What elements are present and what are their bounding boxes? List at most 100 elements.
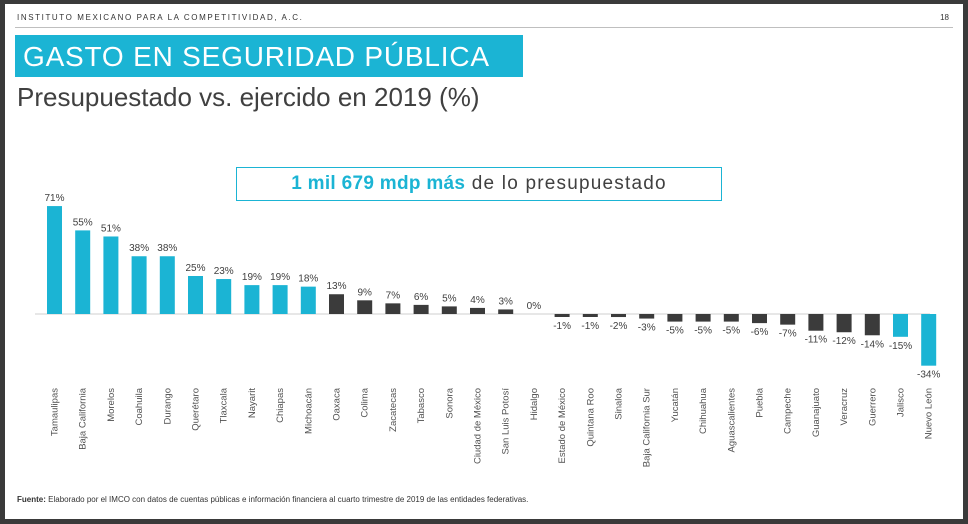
category-label: Michoacán xyxy=(303,388,314,434)
bar-chart: 71% Tamaulipas 55% Baja California 51% Morelo… xyxy=(35,193,940,467)
data-label: 38% xyxy=(157,243,177,254)
header-divider xyxy=(15,27,953,28)
data-label: 9% xyxy=(357,287,372,298)
bar xyxy=(695,314,711,322)
callout-box: 1 mil 679 mdp más de lo presupuestado xyxy=(236,167,722,201)
category-label: Coahuila xyxy=(134,387,145,425)
bar xyxy=(893,314,908,337)
category-label: Guanajuato xyxy=(811,388,822,437)
category-label: Jalisco xyxy=(896,388,907,417)
title-band: GASTO EN SEGURIDAD PÚBLICA xyxy=(15,35,523,77)
footer-label: Fuente: xyxy=(17,495,46,504)
bar xyxy=(413,304,429,314)
data-label: -1% xyxy=(581,321,599,332)
bar xyxy=(582,314,598,317)
data-label: 55% xyxy=(73,217,93,228)
bar xyxy=(385,303,401,314)
data-label: -5% xyxy=(666,326,684,337)
category-label: Quintana Roo xyxy=(585,388,596,447)
data-label: 38% xyxy=(129,243,149,254)
data-label: -5% xyxy=(694,326,712,337)
category-label: Yucatán xyxy=(670,388,681,422)
category-label: Puebla xyxy=(755,387,766,417)
bar xyxy=(639,314,655,319)
data-label: -7% xyxy=(779,329,797,340)
data-label: 23% xyxy=(214,266,234,277)
data-label: 25% xyxy=(185,263,205,274)
category-label: Ciudad de México xyxy=(473,388,484,464)
data-label: 7% xyxy=(386,290,401,301)
data-label: 3% xyxy=(498,296,513,307)
data-label: 4% xyxy=(470,295,485,306)
category-label: Sinaloa xyxy=(614,387,625,419)
page-number: 18 xyxy=(940,13,949,22)
bar xyxy=(780,314,796,325)
footer-source: Fuente: Elaborado por el IMCO con datos … xyxy=(17,495,528,504)
category-label: Nayarit xyxy=(247,388,258,418)
data-label: 19% xyxy=(270,272,290,283)
data-label: -15% xyxy=(889,341,912,352)
bar xyxy=(441,306,457,314)
bar xyxy=(75,230,91,314)
callout-text: de lo presupuestado xyxy=(471,173,667,194)
category-label: Tlaxcala xyxy=(219,387,230,423)
footer-text: Elaborado por el IMCO con datos de cuent… xyxy=(48,495,529,504)
slide: INSTITUTO MEXICANO PARA LA COMPETITIVIDA… xyxy=(5,4,963,519)
data-label: -2% xyxy=(610,321,628,332)
category-label: Colima xyxy=(360,387,371,417)
category-label: Morelos xyxy=(106,388,117,422)
category-label: Campeche xyxy=(783,388,794,434)
bar xyxy=(470,307,485,314)
page-title: GASTO EN SEGURIDAD PÚBLICA xyxy=(23,41,490,72)
data-label: -6% xyxy=(751,327,769,338)
data-label: 19% xyxy=(242,272,262,283)
data-label: -1% xyxy=(553,321,571,332)
category-label: San Luis Potosí xyxy=(501,388,512,455)
data-label: -12% xyxy=(832,336,855,347)
bar xyxy=(836,314,852,333)
category-label: Tamaulipas xyxy=(50,388,61,436)
category-label: Chihuahua xyxy=(698,387,709,434)
bar xyxy=(808,314,824,331)
category-label: Baja California xyxy=(78,387,89,449)
data-label: -3% xyxy=(638,323,656,334)
bar xyxy=(216,279,232,314)
data-label: 5% xyxy=(442,293,457,304)
data-label: 0% xyxy=(527,301,542,312)
bar xyxy=(47,206,62,314)
category-label: Nuevo León xyxy=(924,388,935,439)
category-label: Oaxaca xyxy=(332,387,343,420)
bar xyxy=(752,314,767,324)
category-label: Veracruz xyxy=(839,388,850,426)
data-label: -34% xyxy=(917,370,940,381)
data-label: 18% xyxy=(298,274,318,285)
bar xyxy=(300,286,316,314)
bar xyxy=(244,285,260,314)
data-label: -14% xyxy=(861,339,884,350)
data-label: 71% xyxy=(44,193,64,204)
bar xyxy=(554,314,570,317)
category-label: Baja California Sur xyxy=(642,388,653,467)
category-label: Zacatecas xyxy=(388,388,399,432)
category-label: Querétaro xyxy=(191,388,202,431)
bar xyxy=(357,300,373,314)
bar xyxy=(723,314,739,322)
category-label: Chiapas xyxy=(275,388,286,423)
bar xyxy=(272,285,288,314)
bar xyxy=(188,276,203,314)
org-name: INSTITUTO MEXICANO PARA LA COMPETITIVIDA… xyxy=(17,13,304,22)
data-label: 51% xyxy=(101,223,121,234)
callout-highlight: 1 mil 679 mdp más xyxy=(291,173,466,194)
data-label: -11% xyxy=(805,335,828,346)
category-label: Durango xyxy=(162,388,173,424)
data-label: -5% xyxy=(722,326,740,337)
bar xyxy=(864,314,880,336)
bar xyxy=(498,309,514,314)
bar xyxy=(667,314,683,322)
bar xyxy=(329,294,344,314)
bar xyxy=(921,314,937,366)
bar xyxy=(159,256,175,314)
category-label: Sonora xyxy=(444,387,455,418)
page-subtitle: Presupuestado vs. ejercido en 2019 (%) xyxy=(17,82,480,112)
category-label: Guerrero xyxy=(867,388,878,426)
